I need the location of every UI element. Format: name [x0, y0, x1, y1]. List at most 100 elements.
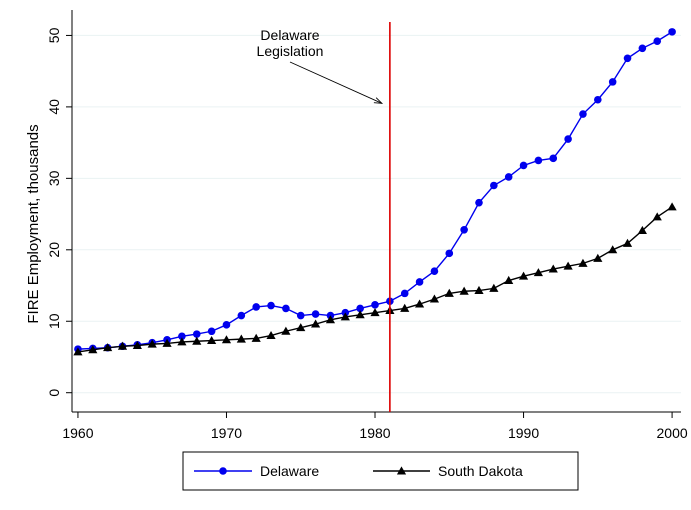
data-point [475, 198, 483, 207]
data-point [474, 285, 484, 294]
data-point [222, 321, 231, 329]
data-point [370, 308, 380, 317]
data-point [489, 283, 499, 292]
data-point [533, 268, 544, 277]
data-point [103, 343, 113, 352]
data-point [623, 54, 632, 63]
data-point [340, 312, 350, 321]
x-tick-label: 1970 [211, 425, 242, 441]
y-tick-label: 30 [46, 170, 62, 186]
data-point [400, 289, 409, 298]
data-point [88, 345, 98, 354]
gridlines [72, 34, 681, 394]
data-point [178, 332, 186, 341]
annotation-arrow [289, 61, 383, 104]
y-tick-label: 50 [46, 27, 62, 43]
data-point [192, 330, 201, 338]
axes [71, 10, 681, 413]
data-point [667, 202, 677, 211]
x-tick-label: 1960 [62, 425, 93, 441]
data-point [325, 315, 336, 324]
data-point [638, 44, 647, 53]
data-point [132, 340, 142, 349]
data-point [355, 310, 365, 319]
x-axis-ticks: 1960 1970 1980 1990 2000 [62, 412, 688, 441]
data-point [445, 249, 454, 258]
data-point [548, 264, 558, 273]
data-point [579, 110, 587, 118]
data-point [356, 304, 364, 313]
data-point [236, 334, 246, 343]
x-tick-label: 2000 [657, 425, 688, 441]
data-point [266, 330, 276, 339]
data-point [221, 335, 232, 344]
legend-marker [219, 467, 227, 475]
data-point [177, 337, 187, 346]
data-point [400, 303, 410, 312]
data-point [252, 303, 260, 311]
data-point [578, 258, 588, 267]
data-point [415, 278, 424, 286]
x-tick-label: 1980 [359, 425, 390, 441]
data-point [444, 288, 454, 297]
data-point [207, 327, 216, 336]
data-point [564, 135, 572, 143]
data-point [549, 154, 558, 163]
y-axis-label: FIRE Employment, thousands [25, 124, 42, 323]
data-point [594, 95, 602, 104]
data-point [162, 338, 172, 347]
legend: Delaware South Dakota [182, 451, 579, 491]
data-point [430, 267, 439, 276]
data-point [117, 341, 128, 350]
data-point [414, 299, 425, 308]
legend-label: South Dakota [438, 463, 523, 479]
y-tick-label: 40 [46, 99, 62, 115]
data-point [518, 271, 529, 280]
legend-label: Delaware [260, 463, 319, 479]
data-point [311, 310, 320, 318]
data-point [282, 304, 290, 313]
data-point [192, 336, 202, 345]
data-point [519, 161, 528, 170]
annotation-label-line1: Delaware [260, 27, 319, 43]
data-point [504, 275, 514, 284]
series-south-dakota [73, 202, 677, 356]
data-point [593, 253, 603, 262]
data-point [281, 326, 291, 335]
data-point [237, 311, 246, 320]
legend-marker [396, 466, 407, 475]
data-point [459, 286, 469, 295]
data-point [608, 245, 618, 254]
data-point [637, 225, 647, 234]
data-point [652, 212, 662, 221]
data-point [371, 301, 379, 309]
data-point [147, 339, 157, 348]
data-point [73, 347, 83, 356]
data-point [311, 319, 321, 328]
data-point [534, 156, 543, 165]
data-point [296, 311, 305, 320]
data-point [267, 301, 275, 310]
data-point [490, 181, 498, 190]
data-point [563, 261, 573, 270]
data-point [668, 28, 676, 36]
data-point [429, 294, 440, 303]
data-point [460, 225, 468, 234]
y-axis-ticks: 0 10 20 30 40 50 [46, 27, 72, 397]
y-tick-label: 20 [46, 242, 62, 258]
series-layer [73, 28, 677, 356]
data-point [653, 37, 662, 45]
data-point [296, 323, 306, 332]
annotation-label-line2: Legislation [257, 43, 324, 59]
x-tick-label: 1990 [508, 425, 539, 441]
annotation-arrowhead [373, 97, 384, 104]
data-point [608, 78, 617, 86]
data-point [504, 173, 513, 181]
y-tick-label: 10 [46, 313, 62, 329]
data-point [207, 335, 217, 344]
y-tick-label: 0 [46, 389, 62, 397]
data-point [251, 333, 261, 342]
